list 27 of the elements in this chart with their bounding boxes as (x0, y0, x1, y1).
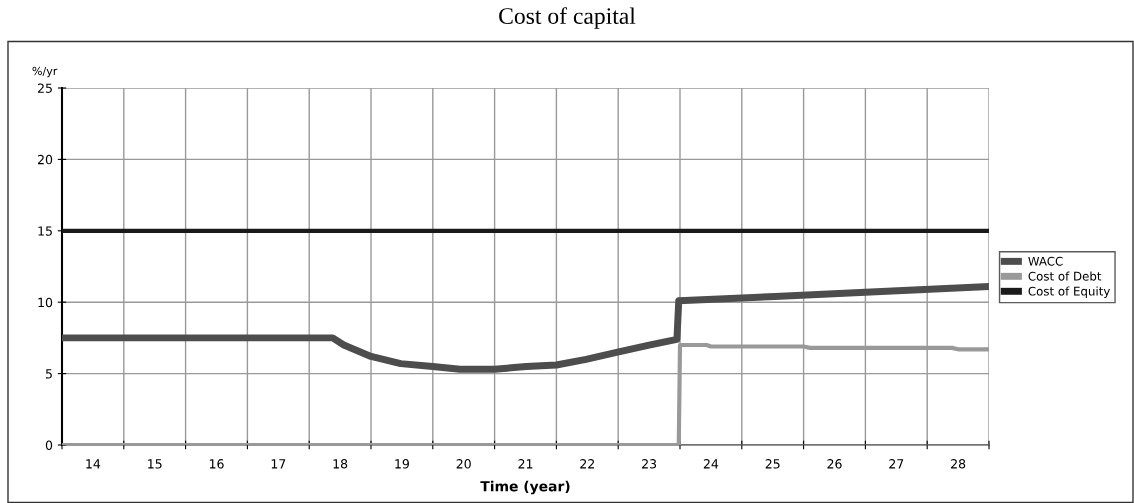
y-tick-label: 25 (37, 83, 52, 93)
x-axis-title: Time (year) (480, 480, 570, 495)
x-tick-label: 22 (580, 459, 594, 469)
legend-label: Cost of Equity (1028, 286, 1110, 298)
y-tick-label: 5 (45, 369, 52, 379)
y-tick-label: 15 (38, 226, 52, 236)
x-tick-label: 19 (395, 459, 409, 469)
x-tick-label: 27 (889, 459, 904, 469)
legend-label: WACC (1028, 256, 1063, 266)
x-tick-label: 24 (703, 459, 719, 469)
x-tick-label: 15 (148, 459, 162, 469)
y-tick-label: 20 (37, 154, 53, 165)
chart-title: Cost of capital (499, 7, 636, 29)
x-tick-label: 14 (86, 459, 101, 469)
x-tick-label: 23 (642, 459, 657, 469)
y-tick-label: 0 (45, 440, 53, 450)
x-tick-label: 21 (518, 459, 533, 469)
y-tick-label: 10 (38, 297, 53, 308)
y-axis-title: %/yr (32, 66, 58, 78)
x-tick-label: 28 (951, 459, 966, 469)
x-tick-label: 25 (765, 459, 780, 469)
x-tick-label: 17 (271, 459, 286, 469)
x-tick-label: 18 (333, 459, 348, 469)
x-tick-label: 16 (209, 459, 224, 469)
legend-label: Cost of Debt (1028, 271, 1102, 281)
x-tick-label: 20 (456, 459, 471, 469)
x-tick-label: 26 (827, 459, 842, 469)
